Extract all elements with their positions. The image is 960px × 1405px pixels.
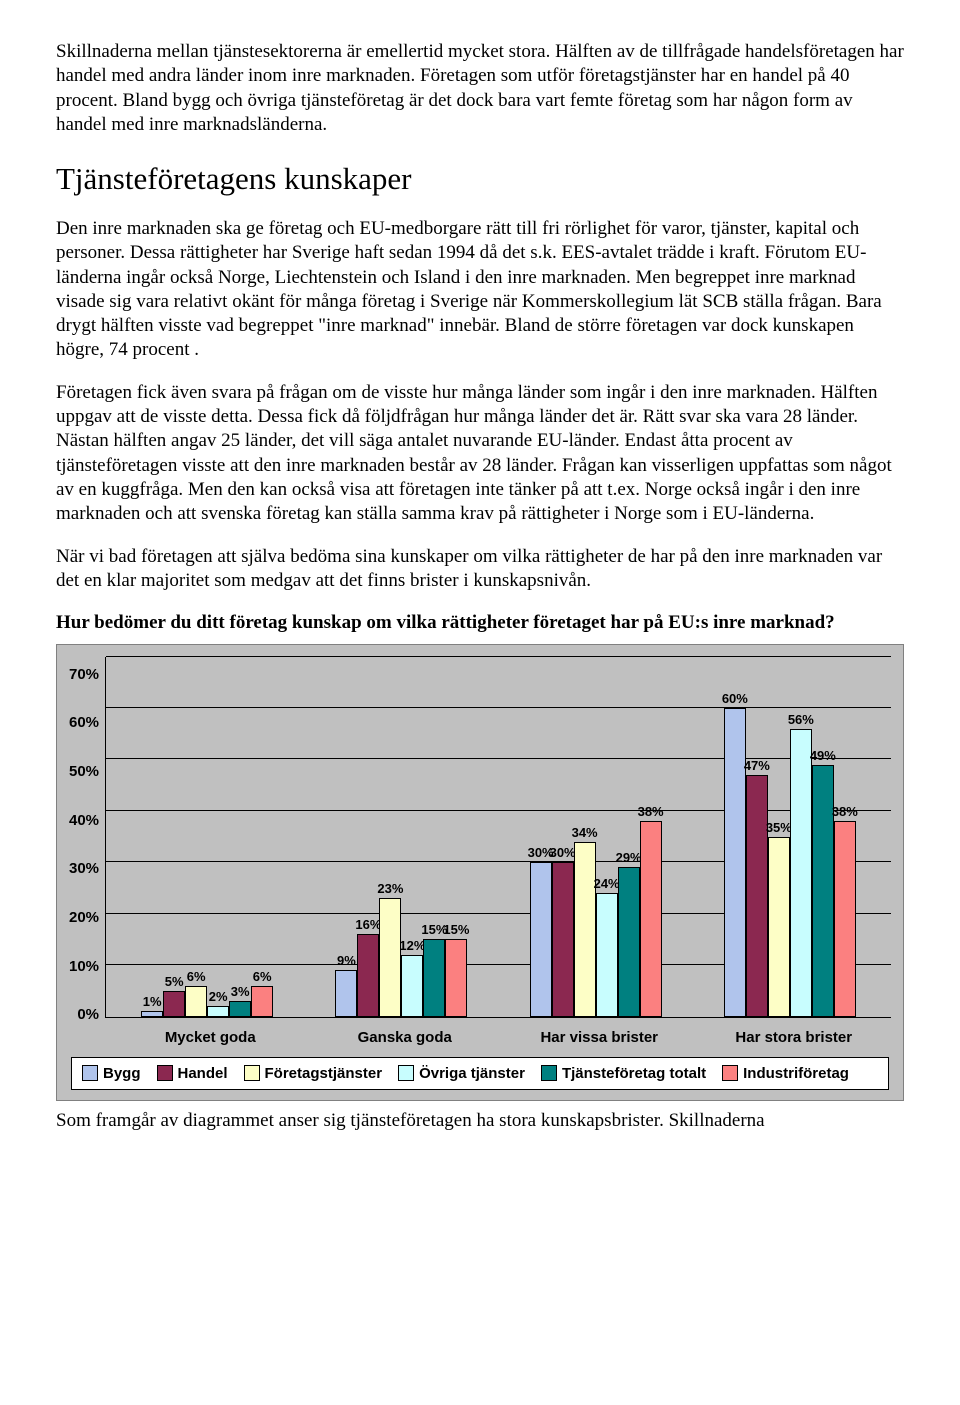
bar-value-label: 30%	[550, 845, 576, 862]
bar-value-label: 34%	[572, 825, 598, 842]
paragraph-intro: Skillnaderna mellan tjänstesektorerna är…	[56, 40, 904, 137]
bar-value-label: 6%	[187, 969, 206, 986]
bar: 12%	[401, 955, 423, 1017]
bar-value-label: 1%	[143, 994, 162, 1011]
bar-value-label: 29%	[616, 850, 642, 867]
paragraph-2: Den inre marknaden ska ge företag och EU…	[56, 217, 904, 363]
legend-swatch	[541, 1065, 557, 1081]
bar-value-label: 23%	[377, 881, 403, 898]
bar-group: 30%30%34%24%29%38%	[530, 821, 662, 1016]
y-tick-label: 60%	[69, 713, 99, 732]
bar-group: 1%5%6%2%3%6%	[141, 986, 273, 1017]
legend-label: Bygg	[103, 1064, 141, 1083]
y-tick-label: 40%	[69, 811, 99, 830]
bar: 35%	[768, 837, 790, 1017]
bar-value-label: 12%	[399, 938, 425, 955]
y-tick-label: 20%	[69, 908, 99, 927]
legend-label: Företagstjänster	[265, 1064, 383, 1083]
legend-item: Industriföretag	[722, 1064, 849, 1083]
bar: 3%	[229, 1001, 251, 1016]
bar-value-label: 38%	[638, 804, 664, 821]
bar: 60%	[724, 708, 746, 1017]
x-tick-label: Ganska goda	[308, 1028, 503, 1047]
bar: 47%	[746, 775, 768, 1017]
bar-value-label: 9%	[337, 953, 356, 970]
legend-item: Handel	[157, 1064, 228, 1083]
bar-value-label: 5%	[165, 974, 184, 991]
bar-value-label: 24%	[594, 876, 620, 893]
bar: 29%	[618, 867, 640, 1016]
legend-swatch	[244, 1065, 260, 1081]
bar: 16%	[357, 934, 379, 1016]
legend-item: Tjänsteföretag totalt	[541, 1064, 706, 1083]
bar: 38%	[834, 821, 856, 1016]
bar-value-label: 3%	[231, 984, 250, 1001]
bar: 9%	[335, 970, 357, 1016]
heading-kunskaper: Tjänsteföretagens kunskaper	[56, 159, 904, 199]
legend: Bygg Handel Företagstjänster Övriga tjänste…	[71, 1057, 889, 1090]
x-tick-label: Mycket goda	[113, 1028, 308, 1047]
bar-value-label: 6%	[253, 969, 272, 986]
y-axis: 70%60%50%40%30%20%10%0%	[69, 657, 105, 1017]
plot-area: 1%5%6%2%3%6%9%16%23%12%15%15%30%30%34%24…	[105, 657, 891, 1018]
paragraph-4: När vi bad företagen att själva bedöma s…	[56, 545, 904, 594]
legend-swatch	[157, 1065, 173, 1081]
bar-value-label: 16%	[355, 917, 381, 934]
legend-label: Övriga tjänster	[419, 1064, 525, 1083]
legend-item: Övriga tjänster	[398, 1064, 525, 1083]
x-tick-label: Har stora brister	[697, 1028, 892, 1047]
bar: 2%	[207, 1006, 229, 1016]
legend-swatch	[722, 1065, 738, 1081]
bar-group: 9%16%23%12%15%15%	[335, 898, 467, 1016]
y-tick-label: 70%	[69, 665, 99, 684]
paragraph-3: Företagen fick även svara på frågan om d…	[56, 381, 904, 527]
bar: 15%	[445, 939, 467, 1016]
bar-value-label: 38%	[832, 804, 858, 821]
bar-value-label: 35%	[766, 820, 792, 837]
bar: 56%	[790, 729, 812, 1017]
knowledge-chart: 70%60%50%40%30%20%10%0% 1%5%6%2%3%6%9%16…	[56, 644, 904, 1101]
bar: 30%	[552, 862, 574, 1016]
bar-group: 60%47%35%56%49%38%	[724, 708, 856, 1017]
bar-value-label: 47%	[744, 758, 770, 775]
bar: 5%	[163, 991, 185, 1017]
legend-label: Tjänsteföretag totalt	[562, 1064, 706, 1083]
legend-item: Företagstjänster	[244, 1064, 383, 1083]
bar-value-label: 49%	[810, 748, 836, 765]
legend-label: Industriföretag	[743, 1064, 849, 1083]
bar: 15%	[423, 939, 445, 1016]
bar: 38%	[640, 821, 662, 1016]
x-axis: Mycket godaGanska godaHar vissa bristerH…	[113, 1028, 891, 1047]
legend-swatch	[82, 1065, 98, 1081]
bar: 6%	[185, 986, 207, 1017]
x-tick-label: Har vissa brister	[502, 1028, 697, 1047]
y-tick-label: 10%	[69, 957, 99, 976]
survey-question: Hur bedömer du ditt företag kunskap om v…	[56, 611, 904, 635]
bar: 49%	[812, 765, 834, 1017]
legend-item: Bygg	[82, 1064, 141, 1083]
y-tick-label: 30%	[69, 859, 99, 878]
bar-value-label: 2%	[209, 989, 228, 1006]
bar-value-label: 15%	[443, 922, 469, 939]
legend-label: Handel	[178, 1064, 228, 1083]
bar: 1%	[141, 1011, 163, 1016]
bar: 24%	[596, 893, 618, 1016]
y-tick-label: 0%	[77, 1005, 99, 1024]
legend-swatch	[398, 1065, 414, 1081]
bar-value-label: 60%	[722, 691, 748, 708]
chart-caption: Som framgår av diagrammet anser sig tjän…	[56, 1109, 904, 1133]
bar-value-label: 56%	[788, 712, 814, 729]
y-tick-label: 50%	[69, 762, 99, 781]
bar: 30%	[530, 862, 552, 1016]
bar: 6%	[251, 986, 273, 1017]
bar: 23%	[379, 898, 401, 1016]
bar: 34%	[574, 842, 596, 1017]
